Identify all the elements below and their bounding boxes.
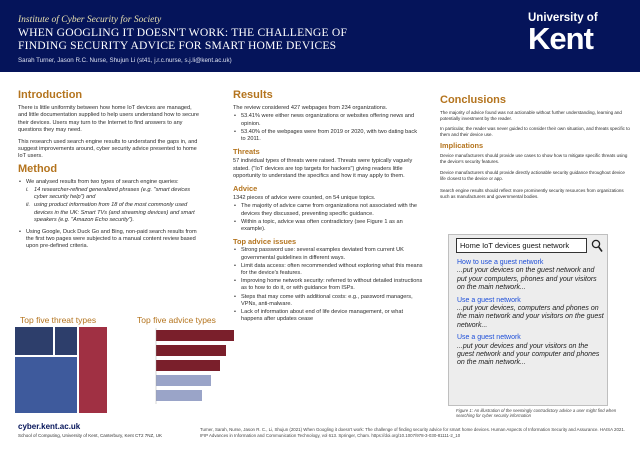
result-3-title: Use a guest network <box>457 334 521 342</box>
author-list: Sarah Turner, Jason R.C. Nurse, Shujun L… <box>18 57 232 64</box>
result-3-snippet: ...put your devices and your visitors on… <box>457 342 600 367</box>
threats-para: 57 individual types of threats were rais… <box>233 158 413 179</box>
results-bullet-1: 53.41% were either news organizations or… <box>233 113 423 127</box>
method-heading: Method <box>18 162 58 175</box>
search-icon <box>591 239 603 252</box>
implication-2: Device manufacturers should provide dire… <box>440 170 625 182</box>
advice-list: The majority of advice came from organiz… <box>233 203 423 233</box>
advice-chart-label: Top five advice types <box>137 315 216 325</box>
logo-line-1: University of <box>528 12 598 24</box>
intro-para-1: There is little uniformity between how h… <box>18 105 199 133</box>
title-line-2: FINDING SECURITY ADVICE FOR SMART HOME D… <box>18 38 337 52</box>
poster-title: WHEN GOOGLING IT DOESN'T WORK: THE CHALL… <box>18 26 348 52</box>
result-1-title: How to use a guest network <box>457 259 544 266</box>
footer-reference: Turner, Sarah, Nurse, Jason R. C., Li, S… <box>200 427 625 438</box>
query-type-2-text: using product information from 18 of the… <box>34 202 195 223</box>
middle-column: Results The review considered 427 webpag… <box>233 89 423 324</box>
advice-bullet-1: The majority of advice came from organiz… <box>233 203 423 217</box>
intro-heading: Introduction <box>18 89 83 101</box>
threat-treemap <box>14 326 108 414</box>
threat-chart-label: Top five threat types <box>20 315 97 325</box>
search-results-figure: Home IoT devices guest network How to us… <box>448 234 608 406</box>
query-type-1-text: 14 researcher-refined generalized phrase… <box>34 187 191 201</box>
footer-affiliation: School of Computing, University of Kent,… <box>18 433 162 438</box>
conclusions-heading: Conclusions <box>440 94 507 106</box>
title-line-1: WHEN GOOGLING IT DOESN'T WORK: THE CHALL… <box>18 26 348 39</box>
threat-cell-2 <box>54 326 78 356</box>
implication-1: Device manufacturers should provide use … <box>440 152 628 164</box>
results-list: 53.41% were either news organizations or… <box>233 113 423 143</box>
results-heading: Results <box>233 89 273 101</box>
advice-bar-3 <box>156 360 220 371</box>
advice-bar-1 <box>156 330 234 341</box>
result-1-snippet: ...put your devices on the guest network… <box>457 267 597 292</box>
advice-bar-4 <box>156 375 211 386</box>
logo-line-2: Kent <box>528 21 594 56</box>
advice-bar-chart <box>155 328 234 404</box>
threats-heading: Threats <box>233 147 260 157</box>
advice-heading: Advice <box>233 184 258 194</box>
intro-para-2: This research used search engine results… <box>18 139 198 160</box>
top-advice-5: Lack of information about end of life de… <box>233 309 423 323</box>
results-para: The review considered 427 webpages from … <box>233 105 388 112</box>
search-box: Home IoT devices guest network <box>456 238 587 253</box>
conclusions-para-2: In particular, the reader was never guid… <box>440 126 630 138</box>
right-column: Conclusions The majority of advice found… <box>440 94 630 205</box>
poster-header: Institute of Cyber Security for Society … <box>0 0 640 72</box>
query-type-1: i. 14 researcher-refined generalized phra… <box>26 187 202 201</box>
result-2-snippet: ...put your devices, computers and phone… <box>457 305 604 329</box>
left-column: Introduction There is little uniformity … <box>18 89 202 252</box>
threat-cell-1 <box>14 326 54 356</box>
top-advice-3: Improving home network security: referre… <box>233 278 423 292</box>
institute-name: Institute of Cyber Security for Society <box>18 15 162 25</box>
results-bullet-2: 53.40% of the webpages were from 2019 or… <box>233 129 423 143</box>
implication-3: Search engine results should reflect mor… <box>440 187 624 199</box>
top-advice-4: Steps that may come with additional cost… <box>233 294 423 308</box>
advice-para: 1342 pieces of advice were counted, on 5… <box>233 195 376 202</box>
top-advice-1: Strong password use: several examples de… <box>233 247 423 261</box>
figure-caption: Figure 1: An illustration of the seeming… <box>456 408 617 419</box>
threat-cell-3 <box>14 356 78 414</box>
method-bullet-2: Using Google, Duck Duck Go and Bing, non… <box>18 229 202 251</box>
query-types: i. 14 researcher-refined generalized phra… <box>26 187 202 224</box>
method-bullet-1: We analysed results from two types of se… <box>18 179 202 224</box>
conclusions-para-1: The majority of advice found was not act… <box>440 109 622 121</box>
footer-url[interactable]: cyber.kent.ac.uk <box>18 422 81 431</box>
advice-bullet-2: Within a topic, advice was often contrad… <box>233 219 423 233</box>
search-results: How to use a guest network ...put your d… <box>457 259 605 368</box>
advice-bar-5 <box>156 390 202 401</box>
method-list: We analysed results from two types of se… <box>18 179 202 251</box>
implications-heading: Implications <box>440 140 484 150</box>
threat-cell-4 <box>78 326 108 414</box>
top-advice-2: Limit data access: often recommended wit… <box>233 263 423 277</box>
result-2-title: Use a guest network <box>457 296 521 304</box>
method-intro: We analysed results from two types of se… <box>26 178 179 185</box>
query-type-1-num: i. <box>26 187 29 194</box>
query-type-2-num: ii. <box>26 202 31 209</box>
advice-bar-2 <box>156 345 226 356</box>
top-advice-list: Strong password use: several examples de… <box>233 247 423 323</box>
query-type-2: ii. using product information from 18 of … <box>26 202 202 224</box>
university-logo: University of Kent <box>528 12 632 66</box>
top-advice-heading: Top advice issues <box>233 237 297 247</box>
